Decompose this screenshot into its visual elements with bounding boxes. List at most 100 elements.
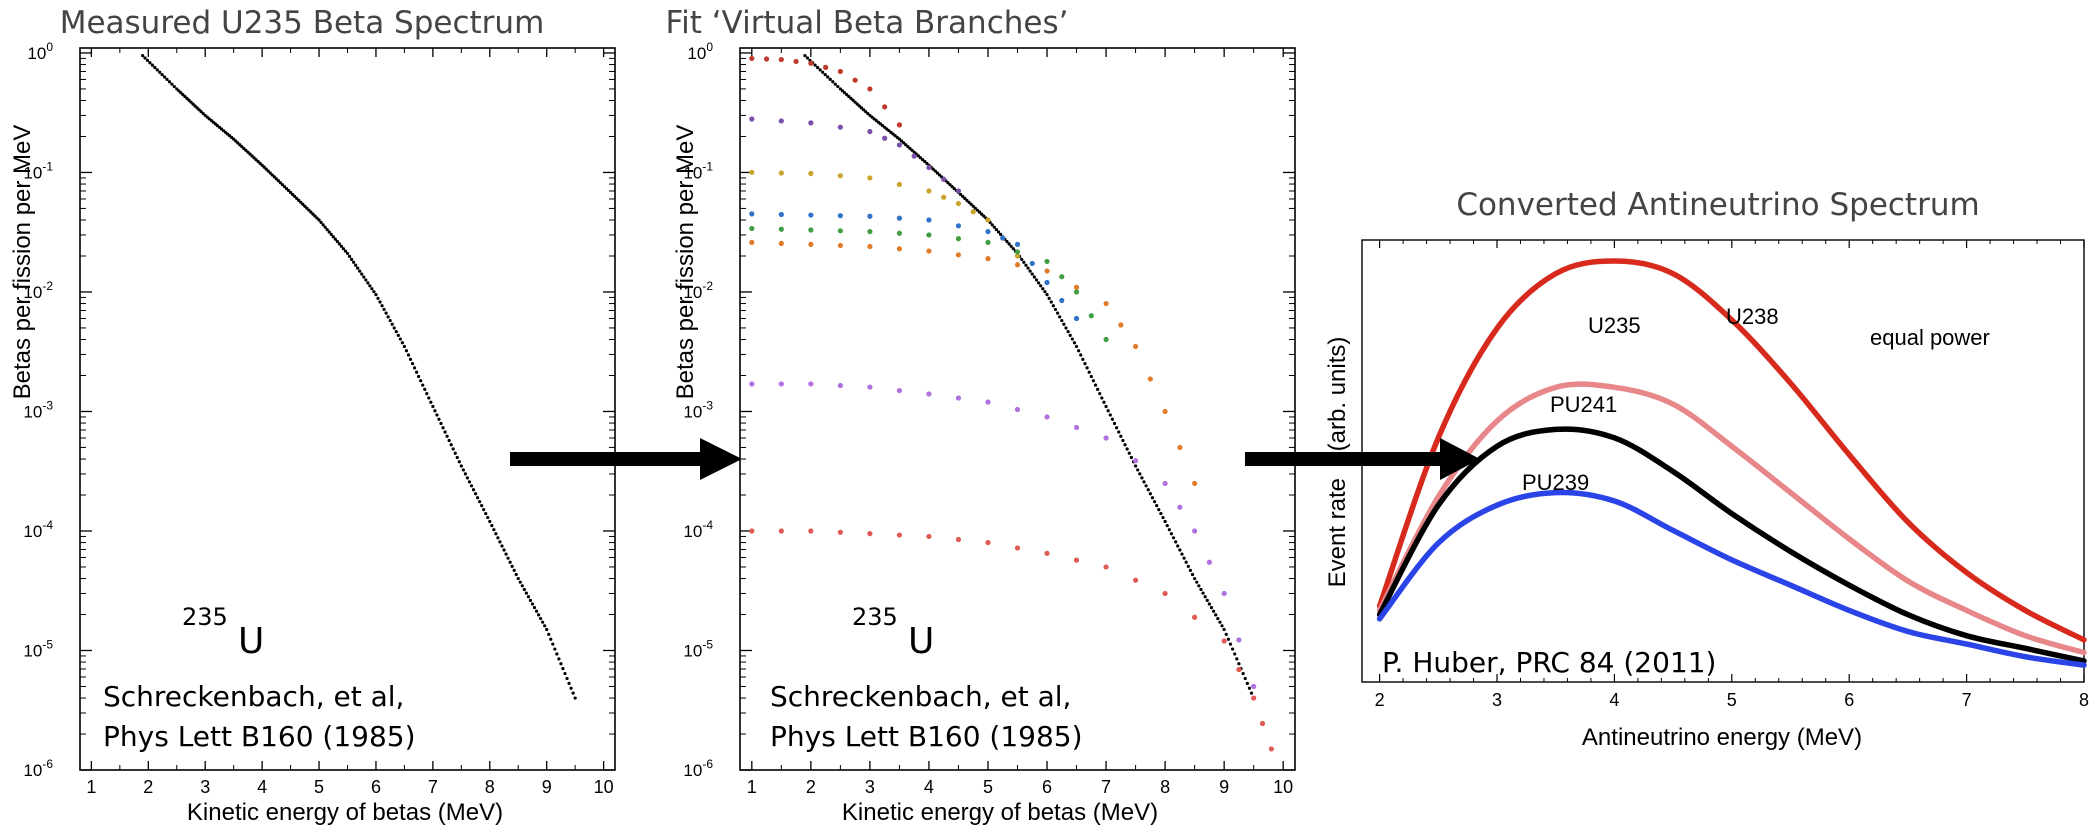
panel1-series-0-point — [301, 202, 305, 206]
panel2-series-0-point — [996, 230, 1001, 234]
panel1-ytick-label: 10-5 — [23, 637, 53, 660]
panel2-series-0-point — [1212, 609, 1216, 613]
panel1-xtick-label: 7 — [428, 777, 438, 797]
panel2-series-8-point — [985, 539, 991, 546]
panel2-series-0-point — [925, 161, 929, 165]
panel2-series-7-point — [1014, 406, 1021, 413]
panel2-series-0-point — [1081, 357, 1085, 361]
panel2-series-0-point — [1085, 366, 1089, 370]
panel1-ylabel: Betas per fission per MeV — [9, 125, 36, 400]
panel2-series-0-point — [952, 186, 956, 191]
panel2-xtick-label: 8 — [1160, 777, 1170, 797]
panel2-series-3-point — [749, 169, 755, 176]
panel2-series-4-point — [749, 211, 755, 217]
panel1-series-0-point — [469, 484, 474, 488]
panel2-xtick-label: 6 — [1042, 777, 1052, 797]
panel2-series-0-point — [845, 93, 849, 97]
panel2-series-0-point — [897, 137, 902, 141]
panel3-curve-u235 — [1376, 381, 2087, 656]
panel2-series-0-point — [866, 111, 870, 116]
panel2-series-0-point — [1209, 606, 1214, 610]
panel1-series-0-point — [388, 318, 392, 323]
panel2-series-0-point — [1070, 337, 1074, 341]
panel3-xtick-label: 6 — [1844, 690, 1854, 710]
panel1-series-0-point — [520, 584, 524, 588]
panel1-series-0-point — [526, 595, 531, 599]
panel2-series-0-point — [1165, 523, 1169, 528]
panel2-series-0-point — [1148, 492, 1152, 496]
panel2-series-0-point — [1144, 484, 1148, 488]
panel1-series-0-point — [429, 400, 433, 404]
panel2-series-7-point — [1251, 683, 1257, 690]
panel1-series-0-point — [141, 54, 145, 58]
panel2-series-3-point — [941, 194, 947, 200]
panel3-ticks: 2 3 4 5 6 7 8 — [1375, 240, 2089, 710]
panel2-series-7-point — [1162, 480, 1168, 487]
panel1-xtick-label: 2 — [143, 777, 153, 797]
panel1-series-0-point — [390, 322, 394, 326]
panel1-series-0-point — [439, 421, 443, 426]
flow-arrow-1 — [510, 438, 742, 480]
panel1-series-0-point — [504, 552, 508, 556]
panel2-series-0-point — [1182, 556, 1186, 560]
panel1-series-0-point — [490, 523, 494, 528]
panel1-series-0-point — [547, 632, 551, 636]
panel1-series-0-point — [280, 183, 285, 187]
panel1-ytick-label: 10-2 — [23, 279, 53, 302]
panel3-curve-u238 — [1376, 258, 2087, 643]
panel2-series-0-point — [1174, 540, 1178, 544]
panel2-series-6-point — [1132, 343, 1139, 350]
panel1-series-0-point — [453, 451, 457, 455]
panel3-xlabel: Antineutrino energy (MeV) — [1582, 724, 1862, 751]
panel2-isotope-symbol: U — [908, 621, 934, 662]
panel1-series-0-point — [252, 156, 256, 160]
panel1-title: Measured U235 Beta Spectrum — [60, 5, 545, 41]
panel2-series-2-point — [896, 142, 903, 148]
panel2-series-0-point — [1062, 322, 1066, 326]
panel2-series-0-point — [1241, 671, 1245, 676]
panel2-series-0-point — [1022, 260, 1026, 264]
panel1-series-0-point — [551, 642, 555, 646]
panel1-series-0-point — [541, 620, 545, 624]
panel2-series-0-point — [815, 65, 820, 70]
panel2-series-6-point — [896, 246, 903, 252]
panel1-series-0-point — [396, 333, 400, 337]
panel1-series-0-point — [494, 532, 498, 536]
panel2-xtick-label: 7 — [1101, 777, 1111, 797]
panel1-xtick-label: 10 — [594, 777, 614, 797]
panel2-series-0-point — [1102, 400, 1106, 404]
panel1-series-0-point — [484, 511, 488, 516]
panel1-series-0-point — [339, 244, 344, 248]
panel1-series-0-point — [274, 177, 278, 181]
panel1-series-0-point — [561, 667, 565, 671]
panel2-series-0-point — [931, 167, 935, 171]
panel2-xlabel: Kinetic energy of betas (MeV) — [842, 799, 1158, 826]
panel2-xtick-label: 2 — [806, 777, 816, 797]
panel1-series-0-point — [254, 158, 258, 162]
panel1-xtick-label: 3 — [200, 777, 210, 797]
panel1-isotope-mass: 235 — [182, 603, 228, 631]
panel1-ytick-label: 100 — [27, 40, 53, 63]
panel1-series-0-point — [478, 500, 482, 504]
panel2-series-8-point — [837, 529, 843, 535]
panel2-series-6-point — [926, 248, 932, 254]
panel2-series-8-point — [749, 528, 755, 534]
panel2-series-8-point — [778, 528, 784, 534]
panel1-series-0-point — [524, 591, 528, 595]
panel2-series-6-point — [1118, 322, 1124, 328]
panel1-series-0-point — [305, 206, 309, 210]
panel2-series-7-point — [1236, 637, 1242, 643]
panel1-xtick-label: 5 — [314, 777, 324, 797]
panel2-series-0-point — [1220, 624, 1224, 628]
panel2-series-7-point — [778, 381, 784, 387]
panel1-series-0-point — [278, 181, 283, 185]
panel1-series-0-point — [518, 580, 522, 584]
panel2-series-3-point — [808, 170, 814, 177]
panel2-series-8-point — [1192, 614, 1198, 620]
panel2-series-8-point — [867, 531, 873, 537]
panel2-series-0-point — [1011, 247, 1015, 251]
panel2-series-5-point — [926, 232, 932, 238]
panel1-series-0-point — [372, 290, 376, 294]
panel2-series-0-point — [973, 206, 977, 210]
panel2-series-2-point — [808, 120, 814, 126]
